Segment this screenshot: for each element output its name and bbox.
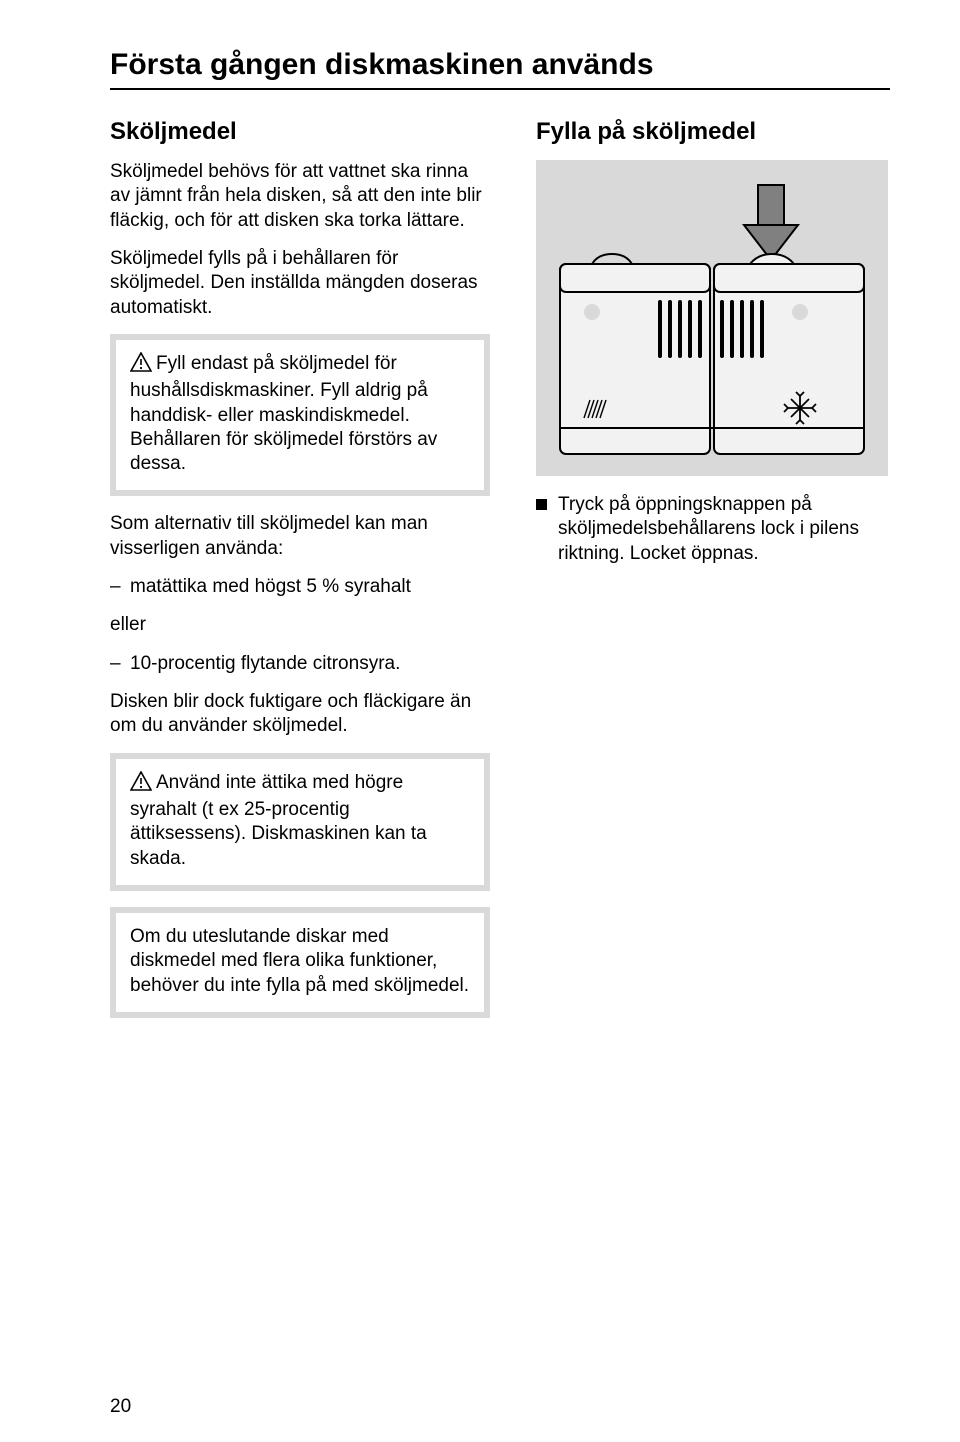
para-alternatives: Som alternativ till sköljmedel kan man v… bbox=[110, 512, 490, 561]
para-intro-2: Sköljmedel fylls på i behållaren för skö… bbox=[110, 247, 490, 320]
info-text: Om du uteslutande diskar med diskmedel m… bbox=[130, 926, 469, 996]
page-title: Första gången diskmaskinen används bbox=[110, 48, 890, 90]
warning-icon bbox=[130, 352, 152, 379]
info-box: Om du uteslutande diskar med diskmedel m… bbox=[110, 907, 490, 1018]
left-column: Sköljmedel Sköljmedel behövs för att vat… bbox=[110, 118, 490, 1034]
warning-icon bbox=[130, 771, 152, 798]
step-1: Tryck på öppningsknappen på sköljmedelsb… bbox=[536, 493, 890, 566]
alt-list-1: matättika med högst 5 % syrahalt bbox=[110, 575, 490, 599]
page-number: 20 bbox=[110, 1396, 131, 1418]
heading-fill: Fylla på sköljmedel bbox=[536, 118, 890, 146]
heading-skoljmedel: Sköljmedel bbox=[110, 118, 490, 146]
para-intro-1: Sköljmedel behövs för att vattnet ska ri… bbox=[110, 160, 490, 233]
warning-box-2: Använd inte ättika med högre syrahalt (t… bbox=[110, 753, 490, 891]
dispenser-diagram bbox=[536, 160, 890, 481]
alt-list-2: 10-procentig flytande citronsyra. bbox=[110, 652, 490, 676]
alt-item-2: 10-procentig flytande citronsyra. bbox=[110, 652, 490, 676]
right-column: Fylla på sköljmedel bbox=[536, 118, 890, 1034]
para-result: Disken blir dock fuktigare och fläckigar… bbox=[110, 690, 490, 739]
warning-text-2: Använd inte ättika med högre syrahalt (t… bbox=[130, 772, 427, 869]
content-columns: Sköljmedel Sköljmedel behövs för att vat… bbox=[110, 118, 890, 1034]
warning-box-1: Fyll endast på sköljmedel för hushållsdi… bbox=[110, 334, 490, 497]
steps-list: Tryck på öppningsknappen på sköljmedelsb… bbox=[536, 493, 890, 566]
or-label: eller bbox=[110, 613, 490, 637]
alt-item-1: matättika med högst 5 % syrahalt bbox=[110, 575, 490, 599]
warning-text-1: Fyll endast på sköljmedel för hushållsdi… bbox=[130, 353, 437, 474]
